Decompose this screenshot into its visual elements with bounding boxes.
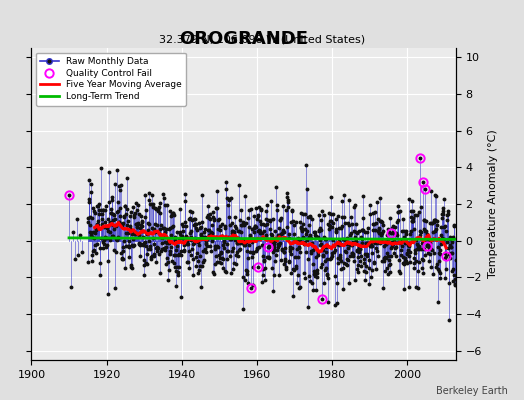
Title: OROGRANDE: OROGRANDE — [179, 30, 308, 48]
Y-axis label: Temperature Anomaly (°C): Temperature Anomaly (°C) — [488, 130, 498, 278]
Legend: Raw Monthly Data, Quality Control Fail, Five Year Moving Average, Long-Term Tren: Raw Monthly Data, Quality Control Fail, … — [36, 52, 186, 106]
Text: Berkeley Earth: Berkeley Earth — [436, 386, 508, 396]
Text: 32.379 N, 106.098 W (United States): 32.379 N, 106.098 W (United States) — [159, 34, 365, 44]
